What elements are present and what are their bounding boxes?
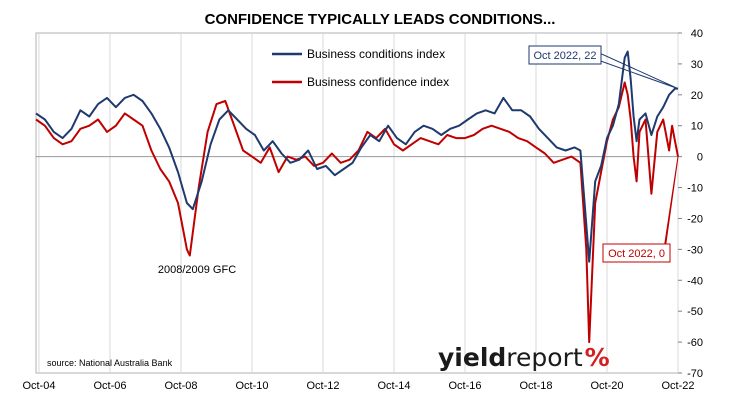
y-tick-label: 0 [697,152,703,164]
series-lines [35,50,679,344]
x-tick-label: Oct-04 [22,380,55,392]
logo-word-yield: yield [438,343,506,372]
x-tick-label: Oct-14 [377,380,410,392]
y-tick-label: -20 [687,213,703,225]
logo-percent: % [585,343,610,372]
gridlines [35,32,679,374]
y-tick-label: -40 [687,275,703,287]
yieldreport-logo: yieldreport% [438,343,610,372]
y-tick-label: -50 [687,306,703,318]
logo-word-report: report [506,343,583,372]
x-tick-label: Oct-22 [661,380,694,392]
y-tick-label: -60 [687,337,703,349]
source-note: source: National Australia Bank [47,358,173,368]
series-line-conditions [35,50,678,263]
y-tick-label: -70 [687,368,703,380]
x-tick-label: Oct-16 [448,380,481,392]
legend-label-conditions: Business conditions index [307,47,445,61]
x-tick-label: Oct-10 [235,380,268,392]
legend: Business conditions index Business confi… [272,47,449,89]
axes: Oct-04 Oct-06 Oct-08 Oct-10 Oct-12 Oct-14 Oct-… [22,28,703,392]
x-tick-label: Oct-12 [306,380,339,392]
svg-text:yieldreport%: yieldreport% [438,343,610,372]
callout-conditions-box [528,45,602,65]
gfc-annotation: 2008/2009 GFC [158,264,236,276]
x-tick-label: Oct-18 [519,380,552,392]
chart-title: CONFIDENCE TYPICALLY LEADS CONDITIONS... [205,11,556,28]
y-tick-label: 20 [691,90,703,102]
x-tick-label: Oct-20 [590,380,623,392]
callout-conditions-label: Oct 2022, 22 [534,50,597,62]
legend-label-confidence: Business confidence index [307,75,449,89]
y-tick-label: 40 [691,28,703,40]
callout-confidence-label: Oct 2022, 0 [608,248,665,260]
y-tick-label: -30 [687,244,703,256]
callouts: Oct 2022, 22 Oct 2022, 0 [528,45,679,263]
x-tick-label: Oct-06 [93,380,126,392]
x-tick-label: Oct-08 [164,380,197,392]
y-tick-label: 10 [691,121,703,133]
series-line-confidence [35,81,679,344]
y-tick-label: 30 [691,59,703,71]
y-tick-label: -10 [687,183,703,195]
callout-confidence-box [602,243,671,263]
callout-confidence-pointer [663,156,679,258]
